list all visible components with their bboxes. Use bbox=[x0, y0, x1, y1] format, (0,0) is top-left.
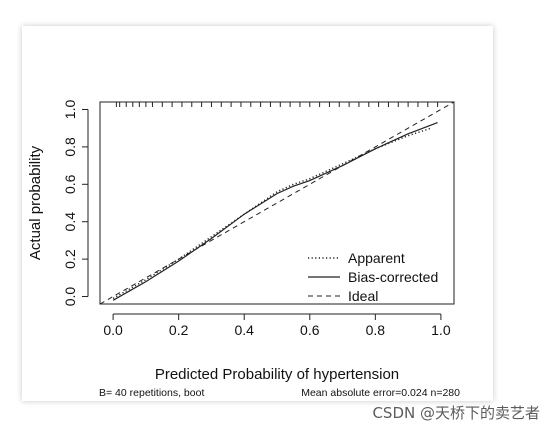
y-axis-label: Actual probability bbox=[27, 145, 44, 260]
x-axis-label: Predicted Probability of hypertension bbox=[155, 366, 399, 383]
x-tick-label: 0.4 bbox=[234, 322, 254, 338]
legend-label: Bias-corrected bbox=[348, 269, 438, 285]
footnote-left: B= 40 repetitions, boot bbox=[99, 387, 204, 399]
x-axis: 0.0 0.2 0.4 0.6 0.8 1.0 bbox=[103, 313, 451, 338]
legend-label: Apparent bbox=[348, 250, 405, 266]
plot-frame bbox=[99, 101, 455, 305]
series-bias-corrected bbox=[112, 122, 438, 301]
y-axis: 0.0 0.2 0.4 0.6 0.8 1.0 bbox=[62, 100, 89, 307]
legend-label: Ideal bbox=[348, 288, 378, 304]
series-ideal bbox=[99, 101, 455, 305]
legend: Apparent Bias-corrected Ideal bbox=[308, 250, 438, 304]
y-tick-label: 0.8 bbox=[62, 137, 78, 157]
x-tick-label: 1.0 bbox=[431, 322, 451, 338]
rug-ticks bbox=[115, 102, 439, 107]
y-tick-label: 0.2 bbox=[62, 249, 78, 269]
x-tick-label: 0.8 bbox=[366, 322, 386, 338]
x-tick-label: 0.6 bbox=[300, 322, 320, 338]
calibration-chart: 0.0 0.2 0.4 0.6 0.8 1.0 0.0 0.2 0.4 0.6 0.8 1.0 Pr… bbox=[27, 100, 460, 399]
footnote-right: Mean absolute error=0.024 n=280 bbox=[301, 387, 460, 399]
y-tick-label: 1.0 bbox=[62, 100, 78, 120]
y-tick-label: 0.4 bbox=[62, 212, 78, 232]
watermark: CSDN @天桥下的卖艺者 bbox=[372, 404, 540, 422]
x-tick-label: 0.2 bbox=[169, 322, 189, 338]
x-tick-label: 0.0 bbox=[103, 322, 123, 338]
y-tick-label: 0.0 bbox=[62, 287, 78, 307]
y-tick-label: 0.6 bbox=[62, 174, 78, 194]
series-lines bbox=[99, 101, 455, 305]
chart-card: 0.0 0.2 0.4 0.6 0.8 1.0 0.0 0.2 0.4 0.6 0.8 1.0 Pr… bbox=[22, 26, 493, 401]
